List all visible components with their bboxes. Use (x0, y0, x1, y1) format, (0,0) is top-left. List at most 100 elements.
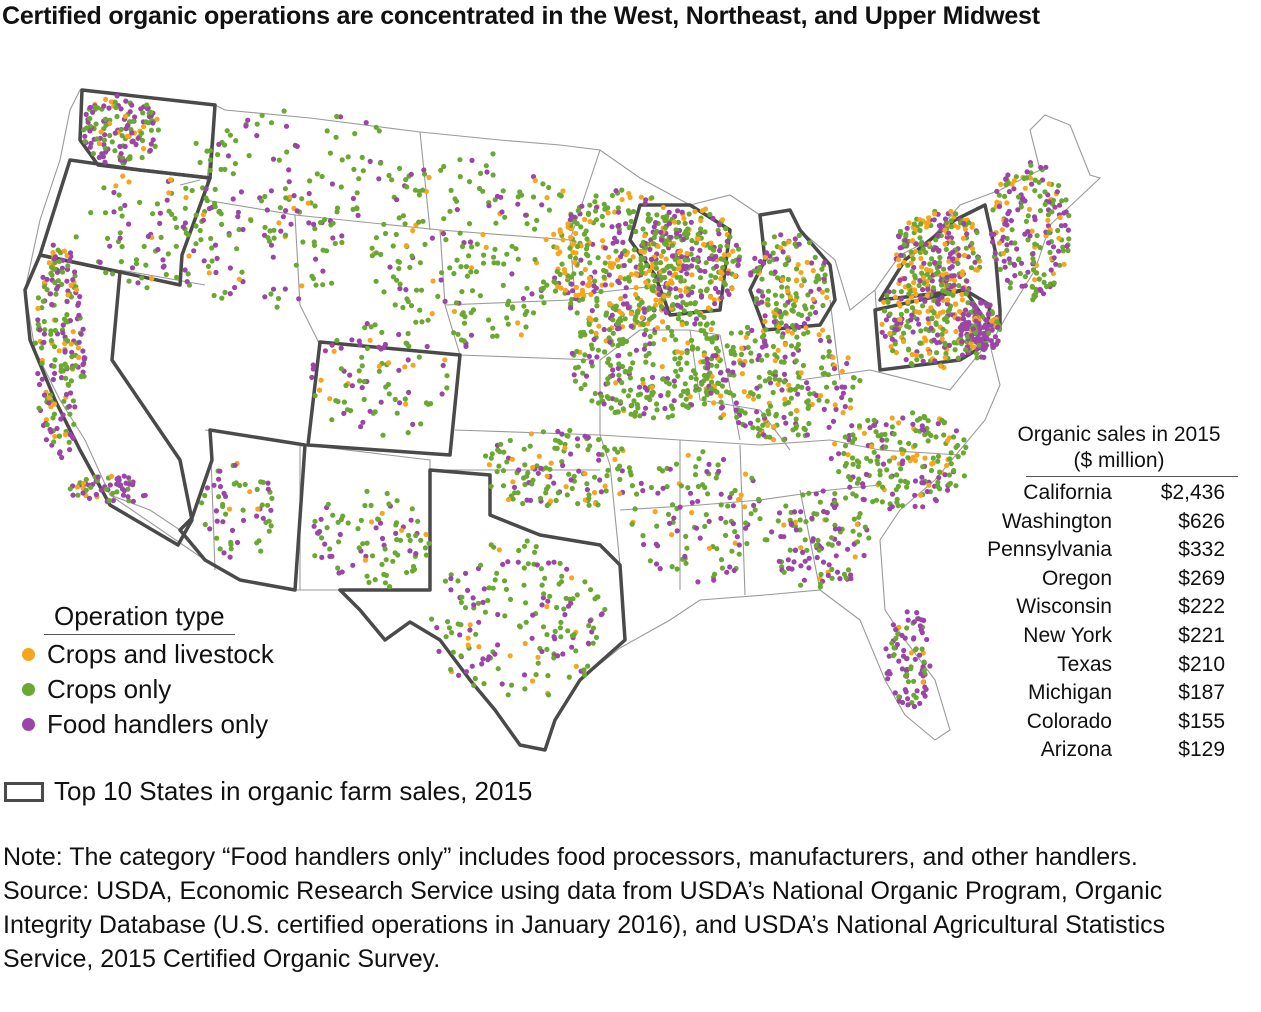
operation-dot (312, 226, 318, 232)
operation-dot (311, 239, 317, 245)
operation-dot (718, 268, 724, 275)
operation-dot (588, 317, 594, 323)
operation-dot (569, 350, 575, 356)
operation-dot (73, 234, 79, 240)
operation-dot (642, 200, 648, 206)
operation-dot (977, 310, 983, 316)
operation-dot (658, 260, 664, 266)
operation-dot (977, 326, 983, 332)
operation-dot (534, 562, 540, 568)
operation-dot (752, 507, 758, 513)
operation-dot (1003, 176, 1009, 182)
operation-dot (826, 562, 832, 568)
operation-dot (925, 418, 931, 424)
operation-dot (465, 642, 471, 648)
operation-dot (973, 350, 980, 356)
operation-dot (480, 260, 487, 266)
operation-dot (757, 516, 763, 522)
operation-dot (36, 405, 42, 411)
operation-dot (953, 428, 960, 434)
operation-dot (854, 480, 861, 486)
operation-dot (40, 274, 46, 280)
operation-dot (291, 193, 297, 199)
operation-dot (821, 508, 827, 515)
operation-dot (658, 253, 664, 259)
operation-dot (580, 296, 586, 302)
operation-dot (986, 330, 992, 336)
operation-dot (742, 423, 748, 429)
operation-dot (798, 269, 804, 276)
sales-row: California $2,436 (980, 481, 1240, 510)
operation-dot (913, 241, 919, 247)
operation-dot (545, 598, 551, 604)
operation-dot (571, 372, 577, 378)
operation-dot (407, 264, 413, 270)
operation-dot (716, 222, 722, 228)
operation-dot (1002, 264, 1008, 270)
operation-dot (623, 221, 629, 227)
operation-dot (757, 264, 763, 271)
operation-dot (647, 246, 653, 252)
operation-dot (258, 548, 264, 554)
operation-dot (999, 227, 1005, 233)
operation-dot (738, 492, 744, 498)
operation-dot (799, 282, 805, 289)
operation-dot (804, 380, 810, 386)
operation-dot (674, 274, 680, 280)
operation-dot (941, 266, 947, 272)
operation-dot (799, 384, 805, 390)
operation-dot (617, 476, 623, 482)
operation-dot (906, 220, 912, 226)
operation-dot (845, 355, 851, 361)
operation-dot (628, 218, 634, 224)
operation-dot (960, 235, 967, 241)
operation-dot (839, 394, 845, 401)
operation-dot (1036, 276, 1042, 282)
operation-dot (704, 469, 710, 475)
operation-dot (114, 113, 120, 120)
operation-dot (883, 317, 890, 323)
operation-dot (521, 672, 528, 678)
operation-dot (569, 296, 575, 302)
operation-dot (628, 472, 634, 478)
operation-dot (492, 246, 498, 252)
operation-dot (935, 421, 941, 427)
operation-dot (723, 532, 729, 539)
operation-dot (572, 259, 578, 266)
operation-dot (36, 381, 43, 388)
operation-dot (617, 337, 623, 343)
operation-dot (362, 325, 368, 331)
operation-dot (499, 681, 505, 687)
operation-dot (739, 408, 745, 414)
operation-dot (697, 321, 703, 327)
operation-dot (1022, 231, 1028, 237)
operation-dot (127, 109, 133, 115)
operation-dot (539, 582, 545, 588)
operation-dot (595, 502, 601, 508)
operation-dot (646, 268, 653, 274)
operation-dot (585, 640, 592, 646)
operation-dot (656, 286, 662, 292)
operation-dot (1034, 233, 1040, 239)
operation-dot (727, 494, 733, 501)
operation-dot (1013, 174, 1019, 180)
operation-dot (228, 542, 234, 548)
operation-dot (917, 227, 923, 234)
operation-dot (670, 405, 676, 412)
operation-dot (490, 172, 496, 178)
operation-dot (139, 275, 145, 281)
operation-dot (454, 257, 460, 263)
operation-dot (736, 246, 742, 252)
operation-dot (48, 404, 54, 410)
operation-dot (566, 471, 572, 477)
operation-dot (877, 472, 883, 478)
operation-dot (842, 463, 848, 469)
operation-dot (669, 242, 676, 248)
operation-dot (926, 320, 932, 326)
operation-dot (660, 248, 667, 255)
operation-dot (182, 267, 188, 273)
operation-dot (594, 298, 600, 304)
operation-dot (607, 263, 613, 269)
operation-dot (945, 487, 951, 493)
operation-dot (417, 307, 423, 313)
